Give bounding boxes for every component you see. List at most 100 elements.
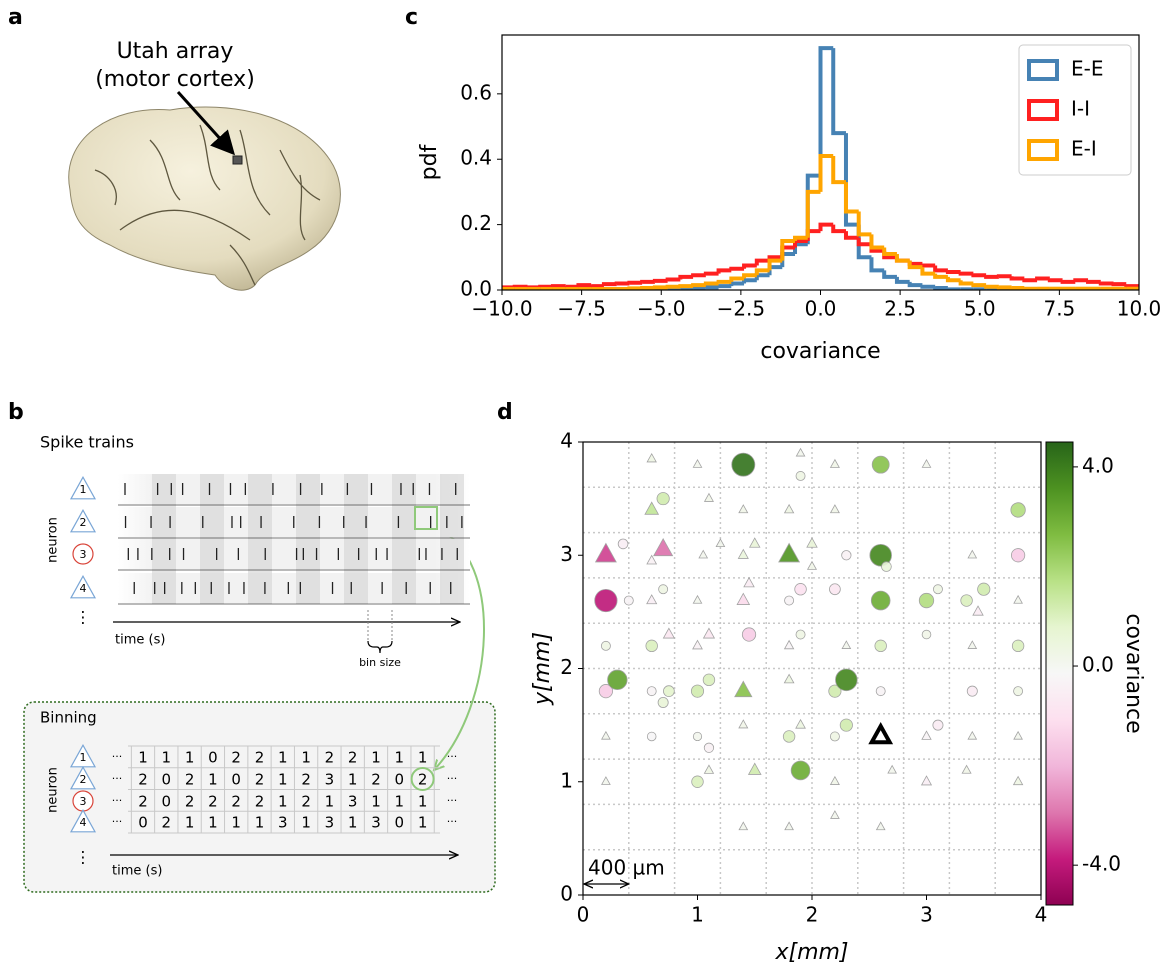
point (647, 732, 656, 741)
figure: Utah array (motor cortex) a b c d Spike … (0, 0, 1172, 968)
y-tick-label: 0.4 (460, 146, 492, 170)
point (785, 505, 794, 513)
brace (368, 641, 392, 653)
point (705, 494, 714, 502)
ellipsis: ⋮ (75, 608, 91, 627)
point (922, 630, 931, 639)
x-tick-label: 1 (691, 903, 704, 927)
point (875, 640, 887, 652)
point (842, 551, 851, 560)
point (922, 776, 932, 785)
bin-shade (392, 474, 416, 604)
histogram-step (935, 274, 948, 277)
count-cell: 1 (371, 749, 381, 767)
histogram-step (897, 277, 910, 282)
x-tick-label: 10.0 (1117, 297, 1162, 321)
histogram-step (1101, 282, 1114, 284)
point (961, 595, 973, 607)
y-tick-label: 0.2 (460, 211, 492, 235)
ellipsis: ··· (447, 772, 458, 785)
point (796, 630, 805, 639)
histogram-step (884, 248, 897, 255)
point (933, 585, 942, 594)
ellipsis: ··· (447, 815, 458, 828)
point (647, 595, 657, 604)
count-cell: 1 (418, 793, 428, 811)
point (978, 583, 990, 595)
panel-label: d (497, 400, 513, 425)
count-cell: 3 (348, 793, 358, 811)
x-tick-label: −2.5 (717, 297, 766, 321)
x-axis-label: x[mm] (774, 940, 848, 965)
count-cell: 1 (138, 749, 148, 767)
histogram-step (629, 283, 642, 284)
histogram-step (1050, 279, 1063, 281)
point (645, 502, 658, 514)
histogram-step (846, 182, 859, 211)
point (968, 550, 976, 558)
bin-shade (296, 474, 320, 604)
point (654, 539, 673, 556)
point (657, 492, 669, 504)
point (624, 596, 633, 605)
x-axis-label: covariance (760, 339, 880, 364)
x-tick-label: −7.5 (557, 297, 606, 321)
histogram-step (922, 264, 935, 266)
ellipsis: ··· (447, 794, 458, 807)
point (693, 596, 701, 604)
histogram-step (961, 280, 974, 283)
ellipsis: ··· (112, 772, 123, 785)
histogram-step (910, 282, 923, 285)
point (742, 628, 755, 641)
point (749, 763, 761, 774)
count-cell: 2 (208, 793, 218, 811)
histogram-step (859, 212, 872, 235)
point (829, 584, 840, 595)
point (1011, 549, 1024, 562)
point (744, 578, 754, 587)
count-cell: 1 (208, 814, 218, 832)
count-cell: 3 (325, 814, 335, 832)
point (595, 589, 617, 611)
point (808, 562, 817, 570)
neuron-label: 4 (80, 582, 87, 595)
count-cell: 1 (395, 793, 405, 811)
point (704, 765, 713, 773)
point (647, 454, 656, 462)
point (796, 720, 805, 728)
x-tick-label: 4 (1035, 903, 1048, 927)
point (919, 593, 933, 607)
neuron-label: 3 (80, 795, 87, 808)
count-cell: 1 (301, 749, 311, 767)
point (785, 596, 794, 605)
count-cell: 2 (185, 771, 195, 789)
histogram-step (655, 287, 668, 288)
point (601, 641, 610, 650)
histogram-step (1088, 280, 1101, 282)
histogram-step (680, 277, 693, 280)
point (659, 585, 668, 594)
histogram-step (871, 234, 884, 247)
point (871, 591, 890, 610)
histogram-step (922, 285, 935, 287)
array-marker (233, 156, 242, 164)
y-tick-label: 3 (560, 542, 573, 566)
histogram-step (999, 287, 1012, 288)
ellipsis: ··· (112, 815, 123, 828)
count-cell: 2 (231, 793, 241, 811)
point (647, 687, 656, 696)
point (693, 640, 702, 648)
point (699, 550, 707, 558)
ellipsis: ··· (112, 750, 123, 763)
histogram-step (629, 288, 642, 289)
count-cell: 0 (231, 771, 241, 789)
point (882, 562, 892, 572)
point (693, 460, 701, 468)
point (1012, 640, 1024, 652)
histogram-step (1126, 284, 1139, 286)
count-cell: 0 (395, 771, 405, 789)
count-cell: 2 (371, 771, 381, 789)
point (888, 766, 896, 774)
histogram-step (986, 285, 999, 287)
point (831, 505, 840, 513)
